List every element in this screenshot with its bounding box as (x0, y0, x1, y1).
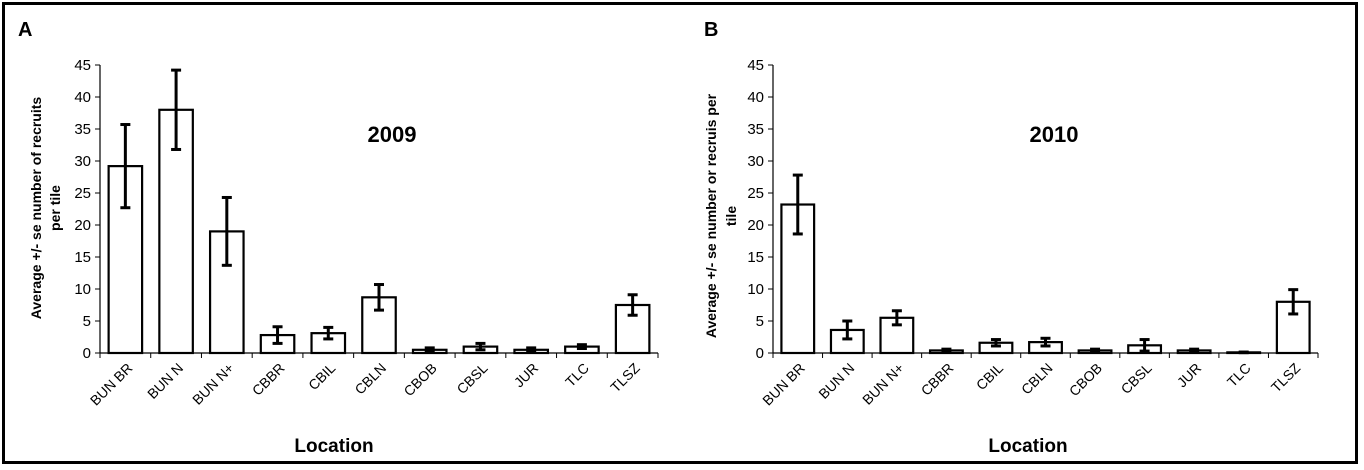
panel-letter: A (18, 19, 32, 41)
y-tick-label: 40 (747, 89, 764, 106)
x-tick-label: BUN BR (87, 360, 136, 409)
panel-a: A 2009 0 5 10 15 20 25 30 35 40 45 BUN BR BUN N BUN N+… (18, 19, 659, 457)
x-tick-label: CBBR (249, 360, 288, 399)
figure-frame (2, 2, 1358, 464)
y-axis-title-line: Average +/- se number or recruis per (703, 93, 719, 338)
x-tick-label: CBSL (453, 360, 490, 397)
y-tick-label: 10 (747, 281, 764, 298)
y-tick-label: 35 (74, 121, 91, 138)
x-tick-label: CBBR (918, 360, 957, 399)
y-tick-label: 45 (74, 57, 91, 74)
x-tick-label: CBSL (1118, 360, 1155, 397)
x-tick-label: TLC (562, 360, 592, 390)
x-tick-label: TLSZ (607, 359, 643, 395)
chart-title: 2010 (1030, 122, 1079, 147)
y-axis-title-line: Average +/- se number of recruits (28, 97, 44, 320)
chart-title: 2009 (368, 122, 417, 147)
y-tick-label: 5 (83, 313, 91, 330)
y-tick-label: 35 (747, 121, 764, 138)
y-tick-label: 0 (83, 345, 91, 362)
y-tick-label: 15 (74, 249, 91, 266)
x-axis-title: Location (988, 436, 1067, 457)
y-tick-label: 30 (74, 153, 91, 170)
x-tick-label: TLSZ (1268, 359, 1304, 395)
y-axis-title-line: per tile (47, 185, 63, 231)
y-tick-label: 45 (747, 57, 764, 74)
x-tick-label: BUN N+ (189, 360, 237, 408)
y-tick-label: 25 (74, 185, 91, 202)
y-tick-label: 10 (74, 281, 91, 298)
panel-letter: B (704, 19, 718, 41)
y-tick-label: 40 (74, 89, 91, 106)
x-tick-label: JUR (511, 360, 542, 391)
y-tick-label: 20 (74, 217, 91, 234)
y-tick-label: 30 (747, 153, 764, 170)
y-tick-label: 25 (747, 185, 764, 202)
x-tick-label: BUN N (815, 360, 857, 402)
y-tick-label: 5 (756, 313, 764, 330)
x-tick-label: BUN N+ (859, 360, 907, 408)
x-tick-label: CBLN (351, 360, 389, 398)
x-tick-label: CBIL (973, 360, 1006, 393)
x-tick-label: TLC (1224, 360, 1254, 390)
x-tick-label: CBIL (305, 360, 338, 393)
y-tick-label: 0 (756, 345, 764, 362)
x-tick-label: BUN BR (759, 360, 808, 409)
y-tick-label: 20 (747, 217, 764, 234)
x-tick-label: CBLN (1018, 360, 1056, 398)
y-axis-title-line: tile (723, 206, 739, 226)
x-tick-label: BUN N (144, 360, 186, 402)
x-tick-label: JUR (1174, 360, 1205, 391)
x-tick-label: CBOB (1066, 360, 1105, 399)
x-tick-label: CBOB (400, 360, 439, 399)
y-tick-label: 15 (747, 249, 764, 266)
x-axis-title: Location (294, 436, 373, 457)
panel-b: B 2010 0 5 10 15 20 25 30 35 40 45 BUN BR BUN N BUN N+… (703, 19, 1319, 457)
